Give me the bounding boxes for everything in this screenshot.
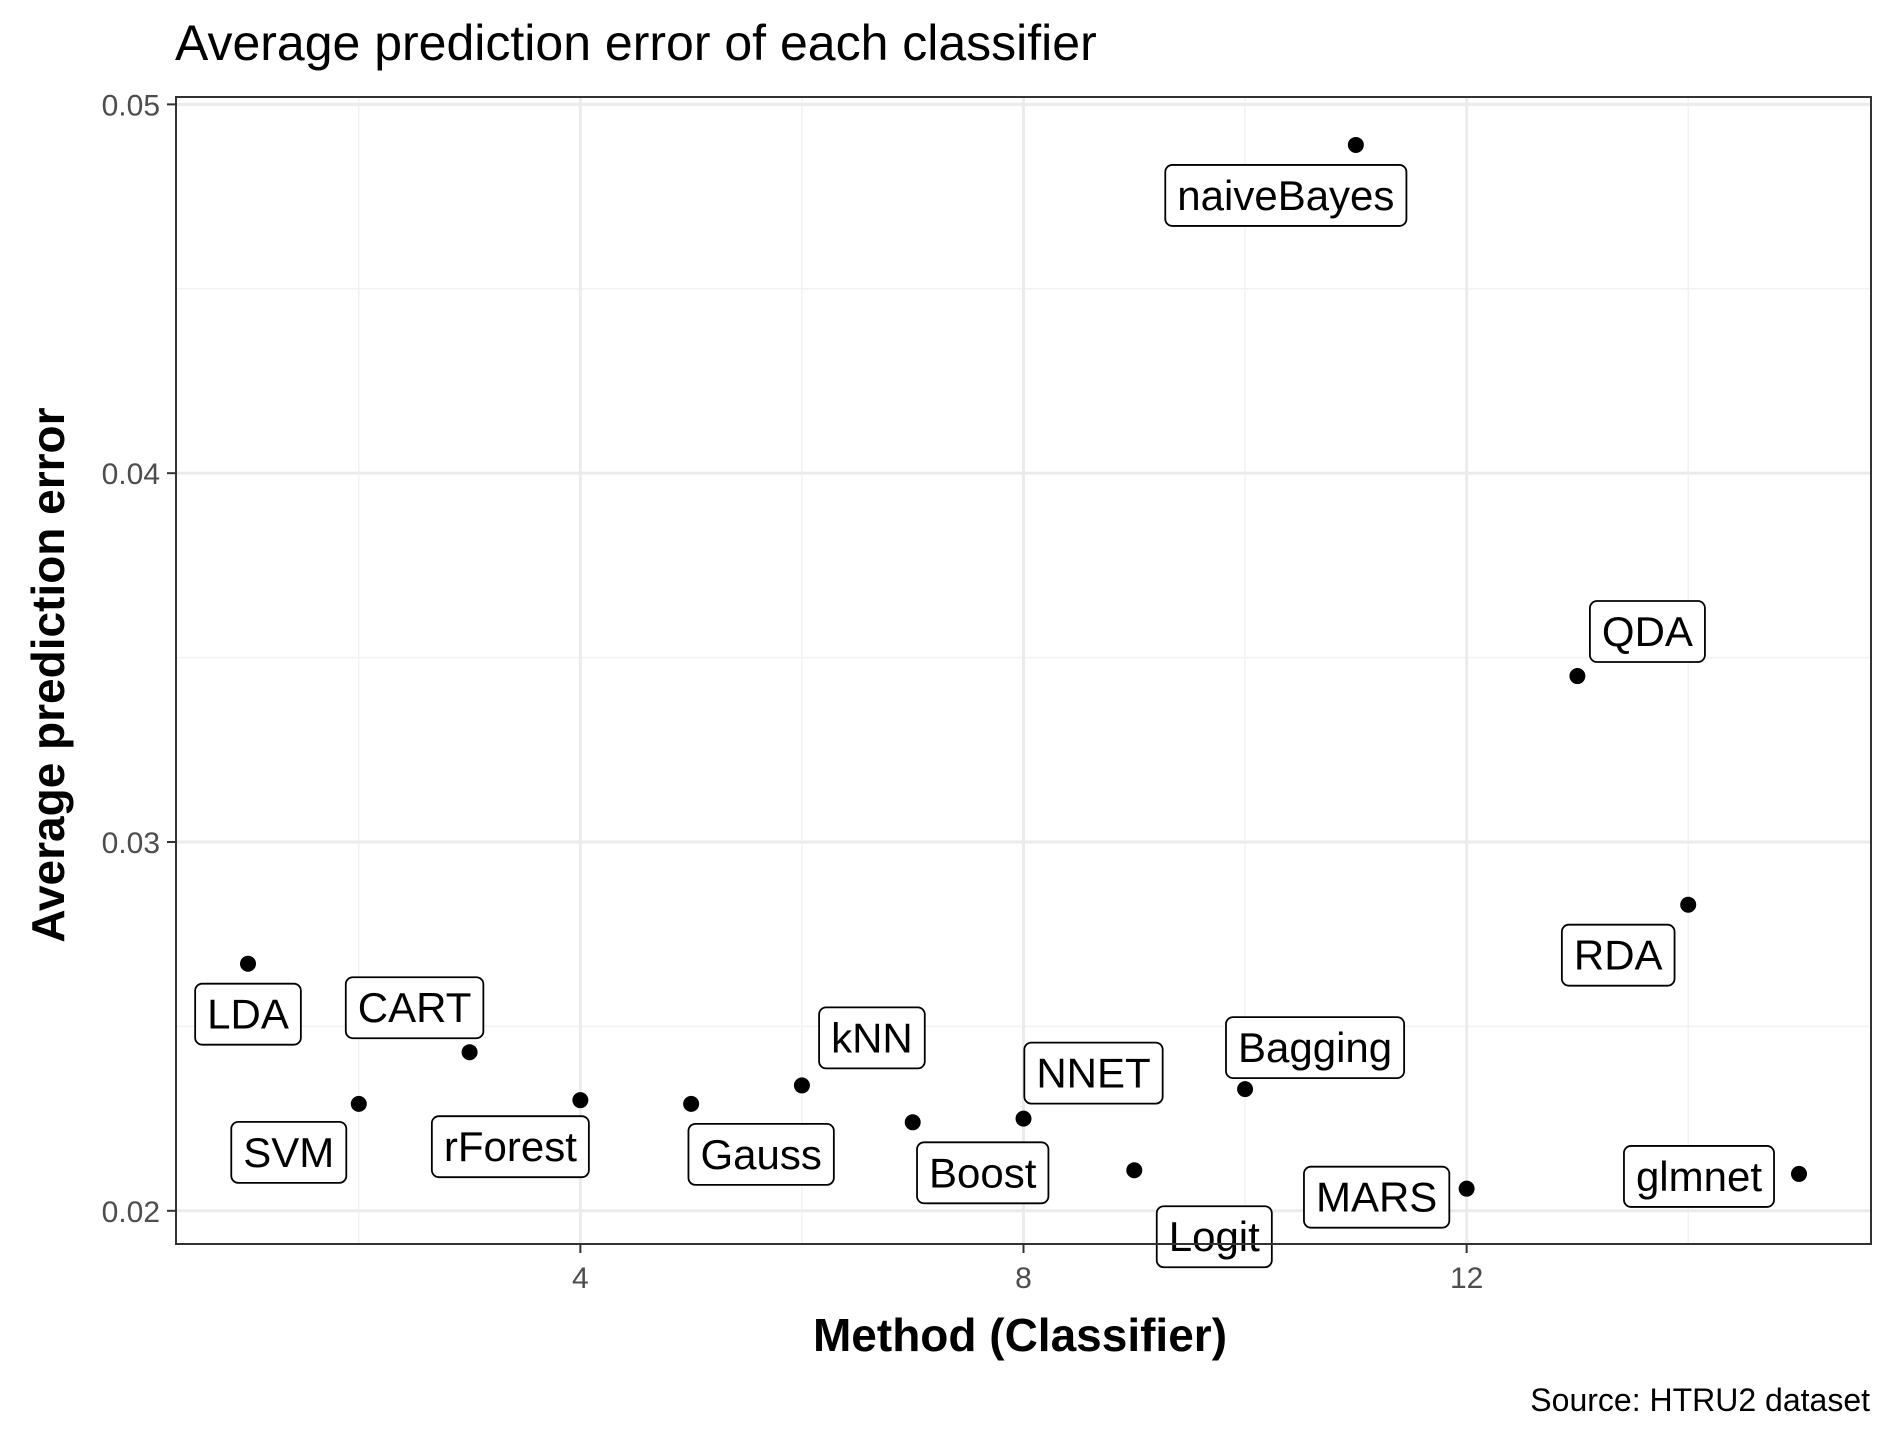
data-point-boost [904, 1114, 921, 1131]
label-box [194, 982, 302, 1046]
label-box [344, 976, 485, 1040]
x-tick-label: 4 [572, 1262, 589, 1295]
y-tick-label: 0.04 [102, 458, 160, 491]
x-tick-label: 12 [1450, 1262, 1483, 1295]
point-label-svm: SVM [230, 1120, 348, 1184]
point-label-nnet: NNET [1023, 1041, 1164, 1105]
label-text: glmnet [1636, 1153, 1762, 1200]
point-label-lda: LDA [194, 982, 302, 1046]
data-point-glmnet [1790, 1165, 1807, 1182]
label-box [1023, 1041, 1164, 1105]
label-box [1623, 1145, 1775, 1208]
point-label-glmnet: glmnet [1623, 1145, 1775, 1208]
label-box [916, 1141, 1050, 1205]
data-point-logit [1126, 1162, 1143, 1179]
label-box [1589, 600, 1706, 663]
point-label-boost: Boost [916, 1141, 1050, 1205]
x-axis-title: Method (Classifier) [812, 1309, 1228, 1361]
axis-ticks: 4 8 12 0.02 0.03 0.04 0.05 [102, 89, 1484, 1295]
data-point-cart [461, 1044, 478, 1061]
label-box [687, 1122, 835, 1186]
data-point-naivebayes [1347, 136, 1364, 153]
data-point-svm [350, 1095, 367, 1112]
data-point-qda [1569, 668, 1586, 685]
label-text: LDA [207, 991, 289, 1038]
label-text: NNET [1036, 1050, 1150, 1097]
chart-title: Average prediction error of each classif… [175, 15, 1097, 71]
label-text: Bagging [1238, 1024, 1392, 1071]
label-text: SVM [243, 1129, 334, 1176]
y-tick-label: 0.03 [102, 827, 160, 860]
data-point-rda [1680, 896, 1697, 913]
label-text: rForest [444, 1123, 577, 1170]
point-label-bagging: Bagging [1225, 1016, 1406, 1079]
label-box [230, 1120, 348, 1184]
label-box [1155, 1205, 1273, 1269]
point-label-rda: RDA [1560, 923, 1676, 987]
point-label-mars: MARS [1303, 1165, 1451, 1229]
data-point-gauss [683, 1095, 700, 1112]
data-point-mars [1458, 1180, 1475, 1197]
label-box [1225, 1016, 1406, 1079]
label-text: MARS [1316, 1174, 1437, 1221]
label-box [430, 1115, 590, 1179]
label-box [818, 1006, 926, 1070]
data-points [240, 136, 1807, 1197]
label-text: Logit [1169, 1213, 1260, 1260]
label-box [1303, 1165, 1451, 1229]
y-tick-label: 0.05 [102, 89, 160, 122]
point-label-rforest: rForest [430, 1115, 590, 1179]
point-label-knn: kNN [818, 1006, 926, 1070]
label-text: QDA [1602, 608, 1693, 655]
point-label-logit: Logit [1155, 1205, 1273, 1269]
y-tick-label: 0.02 [102, 1196, 160, 1229]
label-box [1164, 164, 1408, 227]
x-tick-label: 8 [1015, 1262, 1032, 1295]
point-label-cart: CART [344, 976, 485, 1040]
chart-caption: Source: HTRU2 dataset [1530, 1382, 1870, 1418]
point-label-naivebayes: naiveBayes [1164, 164, 1408, 227]
label-text: Gauss [700, 1131, 821, 1178]
point-label-qda: QDA [1589, 600, 1706, 663]
label-text: kNN [831, 1014, 913, 1061]
point-label-gauss: Gauss [687, 1122, 835, 1186]
data-point-lda [240, 955, 257, 972]
data-point-nnet [1015, 1110, 1032, 1127]
label-text: Boost [929, 1149, 1037, 1196]
data-point-bagging [1237, 1081, 1254, 1098]
label-text: naiveBayes [1177, 172, 1394, 219]
y-axis-title: Average prediction error [22, 407, 74, 943]
label-text: RDA [1574, 932, 1663, 979]
point-labels: LDA SVM CART rForest Gauss kNN Boost NNET Logit B… [194, 164, 1775, 1269]
label-text: CART [358, 984, 472, 1031]
data-point-rforest [572, 1092, 589, 1109]
data-point-knn [793, 1077, 810, 1094]
label-box [1560, 923, 1676, 987]
